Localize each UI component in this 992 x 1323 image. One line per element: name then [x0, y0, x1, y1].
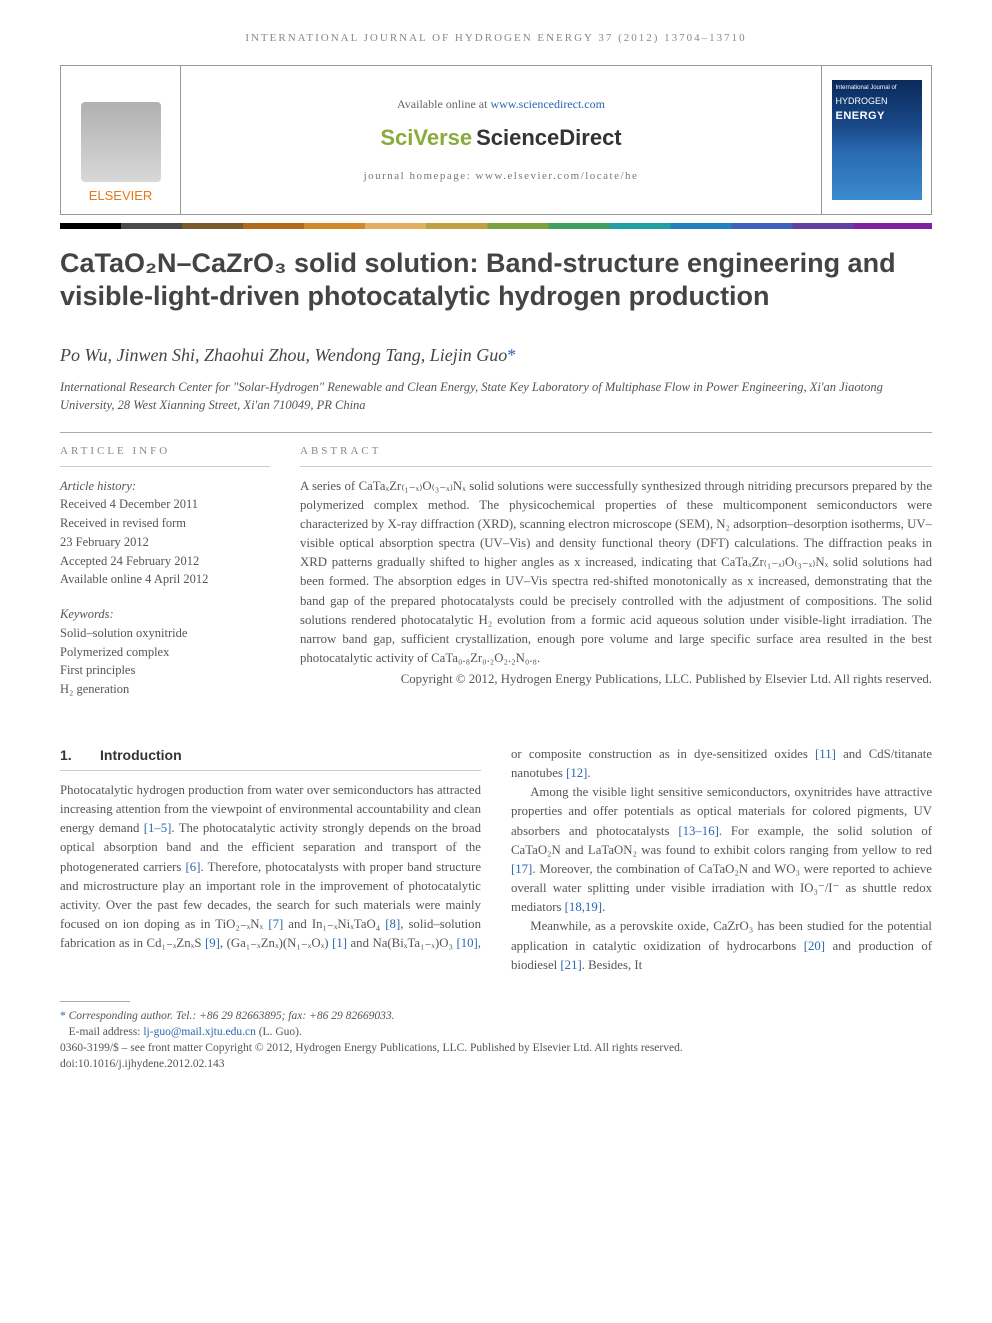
running-head: INTERNATIONAL JOURNAL OF HYDROGEN ENERGY…: [60, 30, 932, 47]
cover-title1: HYDROGEN: [836, 95, 918, 109]
history-header: Article history:: [60, 477, 270, 496]
footnotes: * Corresponding author. Tel.: +86 29 826…: [60, 1008, 932, 1072]
history-line: Received in revised form: [60, 514, 270, 533]
journal-homepage: journal homepage: www.elsevier.com/locat…: [364, 168, 639, 185]
footnote-separator: [60, 1001, 130, 1002]
corresponding-footnote: * Corresponding author. Tel.: +86 29 826…: [60, 1008, 932, 1024]
front-matter: 0360-3199/$ – see front matter Copyright…: [60, 1040, 932, 1056]
keyword: Polymerized complex: [60, 643, 270, 662]
body-columns: 1.Introduction Photocatalytic hydrogen p…: [60, 745, 932, 975]
section-heading: 1.Introduction: [60, 745, 481, 771]
keyword: Solid–solution oxynitride: [60, 624, 270, 643]
sciverse-text: SciVerse: [380, 121, 472, 154]
corresponding-star-icon: *: [507, 345, 516, 365]
email-footnote: E-mail address: lj-guo@mail.xjtu.edu.cn …: [60, 1024, 932, 1040]
available-online: Available online at www.sciencedirect.co…: [397, 95, 605, 113]
keywords-header: Keywords:: [60, 605, 270, 624]
star-icon: *: [60, 1010, 69, 1022]
authors-list: Po Wu, Jinwen Shi, Zhaohui Zhou, Wendong…: [60, 345, 507, 365]
abstract-text: A series of CaTaₓZr₍₁₋ₓ₎O₍₃₋ₓ₎Nₓ solid s…: [300, 477, 932, 669]
abstract-copyright: Copyright © 2012, Hydrogen Energy Public…: [300, 670, 932, 689]
elsevier-label: ELSEVIER: [89, 186, 153, 206]
history-line: Received 4 December 2011: [60, 495, 270, 514]
spectrum-bar: [60, 223, 932, 229]
section-title: Introduction: [100, 747, 182, 763]
keyword: First principles: [60, 661, 270, 680]
authors: Po Wu, Jinwen Shi, Zhaohui Zhou, Wendong…: [60, 342, 932, 369]
article-title: CaTaO₂N–CaZrO₃ solid solution: Band-stru…: [60, 247, 932, 315]
abstract-header: ABSTRACT: [300, 443, 932, 467]
keywords-block: Keywords: Solid–solution oxynitride Poly…: [60, 605, 270, 699]
affiliation: International Research Center for "Solar…: [60, 379, 932, 414]
elsevier-tree-icon: [81, 102, 161, 182]
corr-text: Corresponding author. Tel.: +86 29 82663…: [69, 1010, 395, 1022]
abstract-column: ABSTRACT A series of CaTaₓZr₍₁₋ₓ₎O₍₃₋ₓ₎N…: [300, 443, 932, 715]
article-info-header: ARTICLE INFO: [60, 443, 270, 467]
article-info-column: ARTICLE INFO Article history: Received 4…: [60, 443, 270, 715]
cover-panel: International Journal of HYDROGEN ENERGY: [821, 66, 931, 214]
email-suffix: (L. Guo).: [256, 1026, 302, 1038]
sciencedirect-text: ScienceDirect: [476, 121, 622, 154]
intro-paragraph: Among the visible light sensitive semico…: [511, 783, 932, 917]
history-line: 23 February 2012: [60, 533, 270, 552]
section-number: 1.: [60, 745, 100, 766]
email-link[interactable]: lj-guo@mail.xjtu.edu.cn: [143, 1026, 255, 1038]
journal-cover-thumb: International Journal of HYDROGEN ENERGY: [832, 80, 922, 200]
doi: doi:10.1016/j.ijhydene.2012.02.143: [60, 1056, 932, 1072]
sciencedirect-link[interactable]: www.sciencedirect.com: [490, 97, 605, 111]
keyword: H₂ generation: [60, 680, 270, 699]
history-line: Accepted 24 February 2012: [60, 552, 270, 571]
header-center: Available online at www.sciencedirect.co…: [181, 66, 821, 214]
cover-top: International Journal of: [836, 84, 918, 93]
email-label: E-mail address:: [69, 1026, 144, 1038]
journal-header-box: ELSEVIER Available online at www.science…: [60, 65, 932, 215]
article-history: Article history: Received 4 December 201…: [60, 477, 270, 590]
cover-title2: ENERGY: [836, 108, 918, 125]
available-prefix: Available online at: [397, 97, 490, 111]
sciverse-brand: SciVerse ScienceDirect: [380, 121, 621, 154]
history-line: Available online 4 April 2012: [60, 570, 270, 589]
intro-paragraph: Meanwhile, as a perovskite oxide, CaZrO₃…: [511, 917, 932, 975]
elsevier-panel: ELSEVIER: [61, 66, 181, 214]
